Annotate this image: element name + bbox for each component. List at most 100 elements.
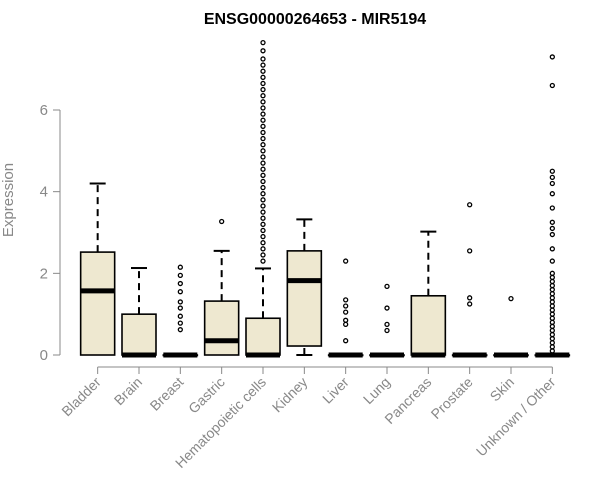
outlier-point — [343, 297, 349, 303]
y-tick-label: 6 — [40, 102, 48, 119]
outlier-point — [343, 317, 349, 323]
x-tick-label: Brain — [111, 374, 145, 408]
outlier-point — [260, 203, 266, 209]
outlier-point — [549, 323, 555, 330]
outlier-point — [260, 39, 266, 46]
box — [286, 250, 323, 347]
outlier-point — [260, 68, 266, 74]
outlier-point — [177, 272, 183, 279]
box-group — [534, 54, 571, 358]
outlier-point — [260, 142, 266, 148]
outlier-point — [384, 305, 390, 311]
outlier-point — [343, 338, 349, 344]
outlier-point — [467, 202, 473, 208]
outlier-point — [549, 54, 555, 60]
outlier-point — [260, 80, 266, 87]
outlier-point — [260, 105, 266, 111]
outlier-point — [343, 258, 349, 264]
outlier-point — [549, 331, 555, 338]
box — [79, 251, 116, 356]
x-tick-label: Breast — [147, 374, 187, 414]
outlier-point — [260, 172, 266, 178]
box-group — [451, 202, 488, 358]
outlier-point — [260, 178, 266, 185]
x-tick-label: Lung — [360, 374, 393, 407]
outlier-point — [177, 320, 183, 326]
outlier-point — [467, 295, 473, 301]
outlier-point — [549, 174, 555, 181]
outlier-point — [467, 248, 473, 254]
outlier-point — [260, 209, 266, 215]
y-axis-label: Expression — [0, 163, 17, 237]
y-tick-label: 4 — [40, 184, 48, 201]
outlier-point — [260, 148, 266, 154]
outlier-point — [260, 215, 266, 221]
outlier-point — [549, 205, 555, 211]
outlier-point — [260, 93, 266, 99]
outlier-point — [260, 221, 266, 227]
y-axis: 0 2 4 6 — [40, 102, 61, 364]
outlier-point — [343, 303, 349, 309]
outlier-point — [549, 327, 555, 334]
x-tick-label: Skin — [487, 374, 518, 405]
outlier-point — [549, 348, 555, 354]
outlier-point — [549, 246, 555, 252]
outlier-point — [260, 117, 266, 123]
outlier-point — [219, 218, 225, 225]
y-tick-label: 2 — [40, 265, 48, 282]
outlier-point — [549, 231, 555, 238]
x-tick-label: Kidney — [269, 374, 311, 416]
outlier-point — [260, 154, 266, 160]
outlier-point — [549, 295, 555, 301]
outlier-point — [260, 184, 266, 191]
outlier-point — [467, 301, 473, 307]
y-tick-label: 0 — [40, 347, 48, 364]
outlier-point — [384, 327, 390, 334]
box — [245, 317, 281, 356]
outlier-point — [343, 321, 349, 328]
chart-title: ENSG00000264653 - MIR5194 — [204, 11, 426, 28]
box-group — [410, 230, 447, 358]
outlier-point — [549, 307, 555, 313]
outlier-point — [177, 305, 183, 311]
outlier-point — [549, 278, 555, 285]
outlier-point — [549, 191, 555, 197]
outlier-point — [260, 258, 266, 264]
box — [203, 300, 240, 356]
outlier-point — [260, 160, 266, 166]
outlier-point — [260, 135, 266, 142]
outlier-point — [177, 289, 183, 295]
box-group — [493, 295, 529, 358]
outlier-point — [260, 191, 266, 197]
box — [121, 313, 157, 356]
outlier-point — [260, 123, 266, 129]
outlier-point — [177, 280, 183, 287]
box-group — [245, 39, 281, 358]
box-group — [203, 218, 240, 356]
outlier-point — [260, 240, 266, 246]
outlier-point — [260, 99, 266, 105]
outlier-point — [384, 283, 390, 290]
outlier-point — [260, 48, 266, 54]
x-tick-label: Bladder — [58, 374, 104, 420]
outlier-point — [549, 299, 555, 305]
outlier-point — [549, 319, 555, 325]
outlier-point — [260, 62, 266, 68]
outlier-point — [549, 315, 555, 321]
outlier-point — [260, 252, 266, 258]
box-group — [121, 267, 157, 358]
outlier-point — [177, 313, 183, 319]
outlier-point — [260, 56, 266, 62]
outlier-point — [549, 344, 555, 350]
outlier-point — [260, 74, 266, 80]
outlier-point — [260, 86, 266, 93]
x-tick-label: Prostate — [428, 374, 476, 422]
outlier-point — [260, 227, 266, 234]
box-group — [327, 258, 364, 358]
outlier-point — [549, 219, 555, 225]
outlier-point — [549, 287, 555, 293]
outlier-point — [549, 311, 555, 317]
box-group — [286, 218, 323, 356]
